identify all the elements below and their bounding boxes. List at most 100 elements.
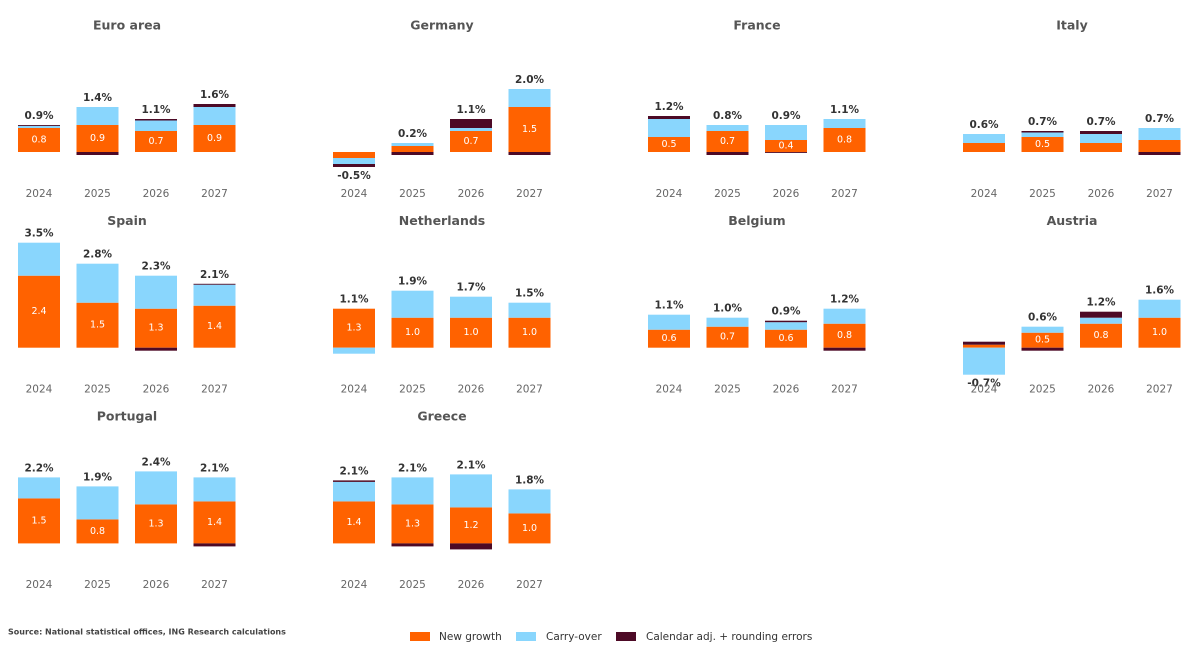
panel-title: Italy [1056,18,1088,33]
bar-segment [135,119,177,121]
bar-segment [76,302,119,348]
x-tick-label: 2024 [26,384,53,396]
bar-segment [450,296,492,318]
bar-segment [76,519,119,544]
bar-segment [508,513,551,544]
segment-label: 0.8 [31,135,46,146]
segment-label: 0.5 [1035,139,1050,150]
bar-segment [333,481,375,502]
panel-title: France [733,18,780,33]
bar-segment [18,275,60,348]
bar-segment [1138,299,1181,318]
total-label: 0.2% [398,128,428,140]
segment-label: 0.8 [1093,330,1108,341]
x-tick-label: 2025 [84,579,111,591]
x-tick-label: 2025 [84,188,111,200]
x-tick-label: 2024 [971,384,998,396]
bar-segment [18,242,60,276]
segment-label: 0.6 [778,333,793,344]
x-tick-label: 2026 [143,579,170,591]
x-tick-label: 2026 [1088,188,1115,200]
bar-segment [76,486,119,520]
total-label: 2.3% [141,261,171,273]
total-label: 0.7% [1028,116,1058,128]
total-label: 0.7% [1086,116,1116,128]
bar-segment [963,344,1005,348]
bar-segment [391,290,434,318]
bar-segment [648,119,690,137]
x-tick-label: 2025 [399,579,426,591]
x-tick-label: 2024 [341,579,368,591]
bar-segment [706,131,749,152]
segment-label: 0.7 [720,136,735,147]
bar-segment [76,263,119,303]
x-tick-label: 2026 [143,384,170,396]
segment-label: 0.7 [720,332,735,343]
total-label: 2.1% [339,465,369,477]
segment-label: 1.3 [346,323,361,334]
bar-segment [76,107,119,125]
segment-label: 0.5 [661,139,676,150]
bar-segment [76,152,119,155]
segment-label: 0.7 [148,136,163,147]
panel-title: Germany [410,18,473,33]
x-tick-label: 2025 [399,188,426,200]
segment-label: 1.4 [207,321,222,332]
bar-segment [1080,323,1122,348]
total-label: 0.9% [24,110,54,122]
bar-segment [135,308,177,348]
x-tick-label: 2024 [341,188,368,200]
bar-segment [508,89,551,107]
segment-label: 0.4 [778,141,793,152]
bar-segment [391,543,434,547]
x-tick-label: 2025 [714,384,741,396]
bar-segment [18,498,60,544]
bar-segment [135,131,177,152]
bar-segment [450,131,492,152]
total-label: 2.1% [398,462,428,474]
total-label: 0.8% [713,110,743,122]
segment-label: 1.0 [405,327,420,338]
segment-label: 1.0 [1152,327,1167,338]
bar-segment [18,125,60,128]
source: Source: National statistical offices, IN… [8,628,286,637]
total-label: 1.0% [713,303,743,315]
bar-segment [333,158,375,164]
bar-segment [648,314,690,330]
x-tick-label: 2024 [26,188,53,200]
total-label: 1.2% [654,101,684,113]
total-label: 1.1% [456,104,486,116]
x-tick-label: 2026 [773,384,800,396]
segment-label: 0.5 [1035,335,1050,346]
bar-segment [18,125,60,126]
x-tick-label: 2025 [1029,384,1056,396]
bar-segment [333,480,375,482]
bar-segment [963,341,1005,345]
x-tick-label: 2024 [656,188,683,200]
total-label: 1.1% [339,294,369,306]
bar-segment [1138,152,1181,155]
bar-segment [18,477,60,499]
total-label: 1.6% [1145,285,1175,297]
x-tick-label: 2025 [84,384,111,396]
x-tick-label: 2027 [201,188,228,200]
segment-label: 1.5 [522,124,537,135]
legend-label: New growth [439,631,502,643]
total-label: 2.2% [24,462,54,474]
segment-label: 2.4 [31,306,46,317]
bar-segment [1021,132,1064,137]
bar-segment [193,477,236,502]
bar-segment [333,347,375,354]
bar-segment [391,152,434,155]
bar-segment [193,104,236,107]
bar-segment [333,308,375,348]
bar-segment [823,128,866,152]
x-tick-label: 2024 [26,579,53,591]
bar-segment [391,143,434,146]
bar-segment [1021,347,1064,351]
total-label: 1.2% [830,294,860,306]
bar-segment [450,128,492,131]
bar-segment [1138,128,1181,140]
x-tick-label: 2024 [971,188,998,200]
